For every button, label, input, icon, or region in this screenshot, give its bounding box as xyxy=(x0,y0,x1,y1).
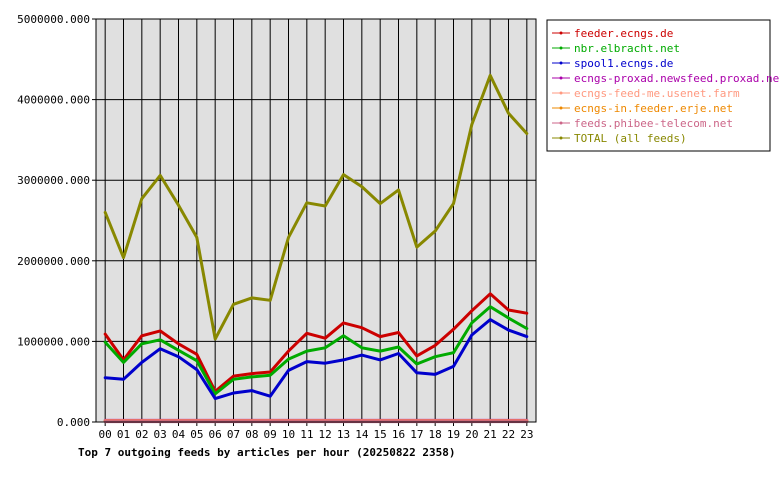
legend-marker xyxy=(559,46,563,50)
plot-area xyxy=(96,19,536,422)
x-tick-label: 10 xyxy=(282,428,295,441)
x-tick-label: 07 xyxy=(227,428,240,441)
legend-marker xyxy=(559,106,563,110)
plot-border xyxy=(95,18,537,423)
legend-entry: ecngs-in.feeder.erje.net xyxy=(574,102,733,115)
x-tick-label: 01 xyxy=(117,428,130,441)
legend-marker xyxy=(559,76,563,80)
legend-entry: ecngs-feed-me.usenet.farm xyxy=(574,87,740,100)
x-tick-label: 23 xyxy=(520,428,533,441)
legend: feeder.ecngs.de nbr.elbracht.net spool1.ec… xyxy=(546,19,780,152)
x-tick-label: 11 xyxy=(300,428,313,441)
y-tick-label: 2000000.000 xyxy=(17,255,90,268)
legend-marker xyxy=(559,121,563,125)
x-tick-label: 06 xyxy=(209,428,222,441)
x-tick-label: 09 xyxy=(264,428,277,441)
x-tick-label: 13 xyxy=(337,428,350,441)
legend-entry: feeder.ecngs.de xyxy=(574,27,673,40)
legend-marker xyxy=(559,91,563,95)
x-tick-label: 16 xyxy=(392,428,405,441)
x-tick-label: 08 xyxy=(245,428,258,441)
y-axis: 0.000 1000000.000 2000000.000 3000000.000 40… xyxy=(17,13,96,429)
grid xyxy=(96,18,536,423)
legend-marker xyxy=(559,31,563,35)
legend-entry: nbr.elbracht.net xyxy=(574,42,680,55)
x-tick-label: 14 xyxy=(355,428,369,441)
y-tick-label: 1000000.000 xyxy=(17,335,90,348)
x-tick-label: 02 xyxy=(135,428,148,441)
y-tick-label: 4000000.000 xyxy=(17,94,90,107)
legend-entry: spool1.ecngs.de xyxy=(574,57,673,70)
x-tick-label: 00 xyxy=(99,428,112,441)
series-line-1 xyxy=(103,305,529,396)
x-tick-label: 21 xyxy=(484,428,497,441)
x-tick-label: 04 xyxy=(172,428,186,441)
x-tick-label: 05 xyxy=(190,428,203,441)
legend-marker xyxy=(559,136,563,140)
chart-title: Top 7 outgoing feeds by articles per hou… xyxy=(78,446,456,459)
legend-entry: TOTAL (all feeds) xyxy=(574,132,687,145)
series-lines xyxy=(103,73,529,424)
x-tick-label: 19 xyxy=(447,428,460,441)
series-line-0 xyxy=(103,292,529,393)
x-tick-label: 15 xyxy=(374,428,387,441)
legend-box xyxy=(546,19,771,152)
legend-entry: feeds.phibee-telecom.net xyxy=(574,117,733,130)
x-axis: 00 01 02 03 04 05 06 07 08 09 10 11 12 13 14 15 16 17 18 19… xyxy=(99,422,533,441)
y-tick-label: 5000000.000 xyxy=(17,13,90,26)
x-tick-label: 22 xyxy=(502,428,515,441)
x-tick-label: 20 xyxy=(465,428,478,441)
x-tick-label: 18 xyxy=(429,428,442,441)
y-tick-label: 0.000 xyxy=(57,416,90,429)
x-tick-label: 17 xyxy=(410,428,423,441)
legend-marker xyxy=(559,61,563,65)
x-tick-label: 03 xyxy=(154,428,167,441)
y-tick-label: 3000000.000 xyxy=(17,174,90,187)
series-line-2 xyxy=(103,318,529,401)
series-line-7 xyxy=(103,73,529,341)
legend-entry: ecngs-proxad.newsfeed.proxad.net xyxy=(574,72,780,85)
x-tick-label: 12 xyxy=(319,428,332,441)
